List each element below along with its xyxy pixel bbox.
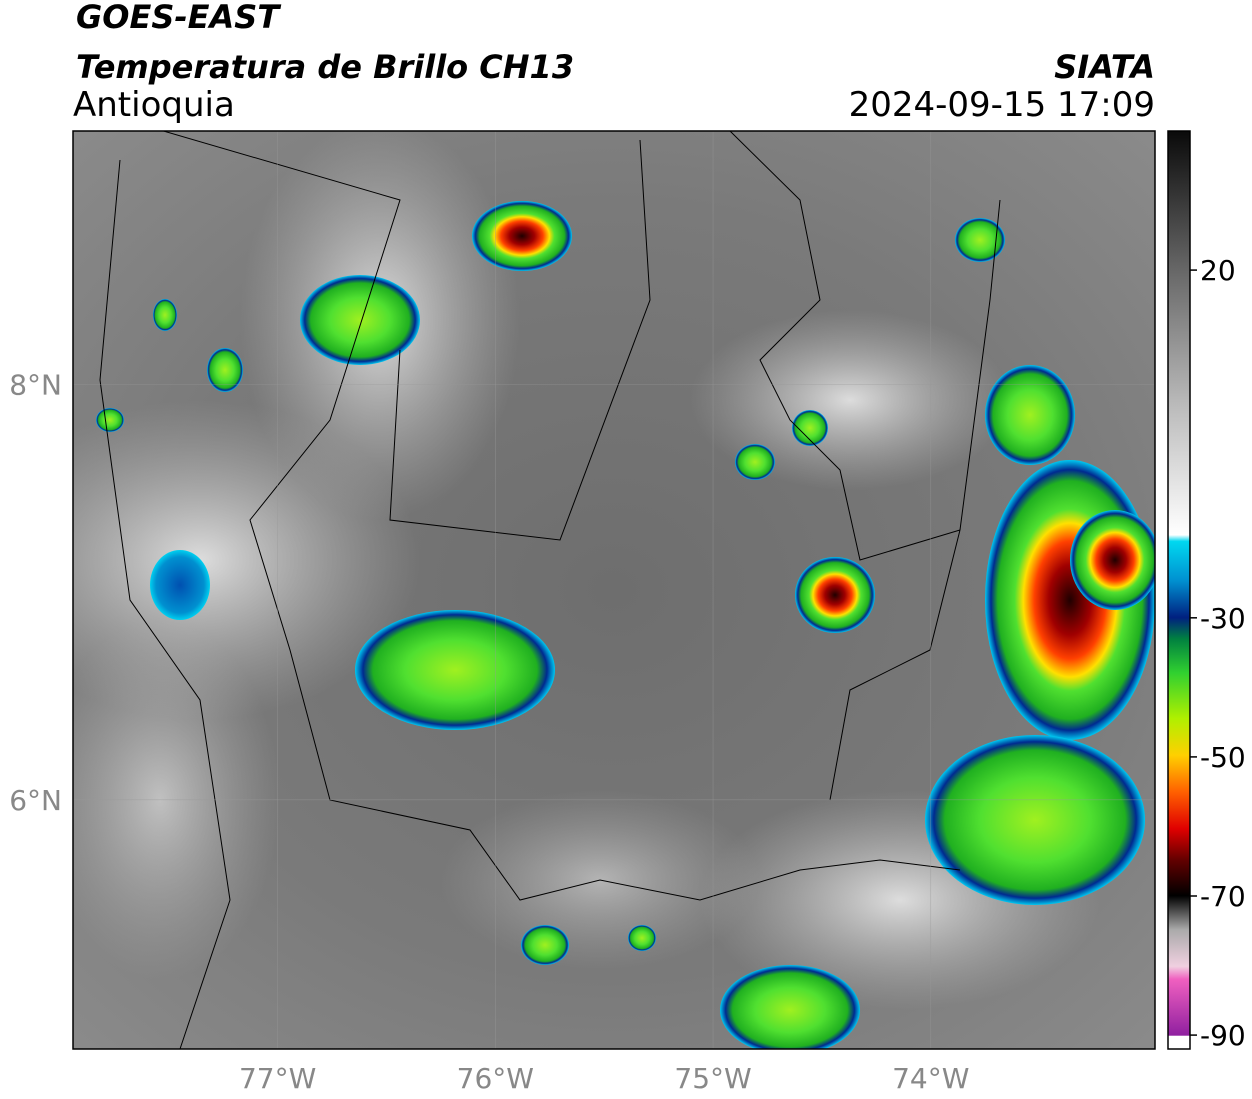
satellite-title: GOES-EAST xyxy=(76,0,281,36)
graticule xyxy=(73,131,1155,1049)
timestamp: 2024-09-15 17:09 xyxy=(849,85,1155,125)
colorbar xyxy=(1167,130,1191,1050)
colorbar-tick-label: -30 xyxy=(1200,602,1246,635)
satellite-image xyxy=(73,131,1155,1049)
map-frame xyxy=(72,130,1156,1050)
agency: SIATA xyxy=(1054,48,1155,86)
x-tick-label: 74°W xyxy=(892,1062,969,1095)
colorbar-tick-label: -70 xyxy=(1200,880,1246,913)
x-tick-label: 76°W xyxy=(457,1062,534,1095)
product-title: Temperatura de Brillo CH13 xyxy=(76,48,574,86)
x-tick-label: 77°W xyxy=(239,1062,316,1095)
colorbar-tick-label: -90 xyxy=(1200,1019,1246,1052)
region: Antioquia xyxy=(73,85,235,125)
y-tick-label: 6°N xyxy=(9,784,62,817)
y-tick-label: 8°N xyxy=(9,368,62,401)
x-tick-label: 75°W xyxy=(674,1062,751,1095)
colorbar-tick-label: 20 xyxy=(1200,254,1236,287)
colorbar-tick-label: -50 xyxy=(1200,741,1246,774)
